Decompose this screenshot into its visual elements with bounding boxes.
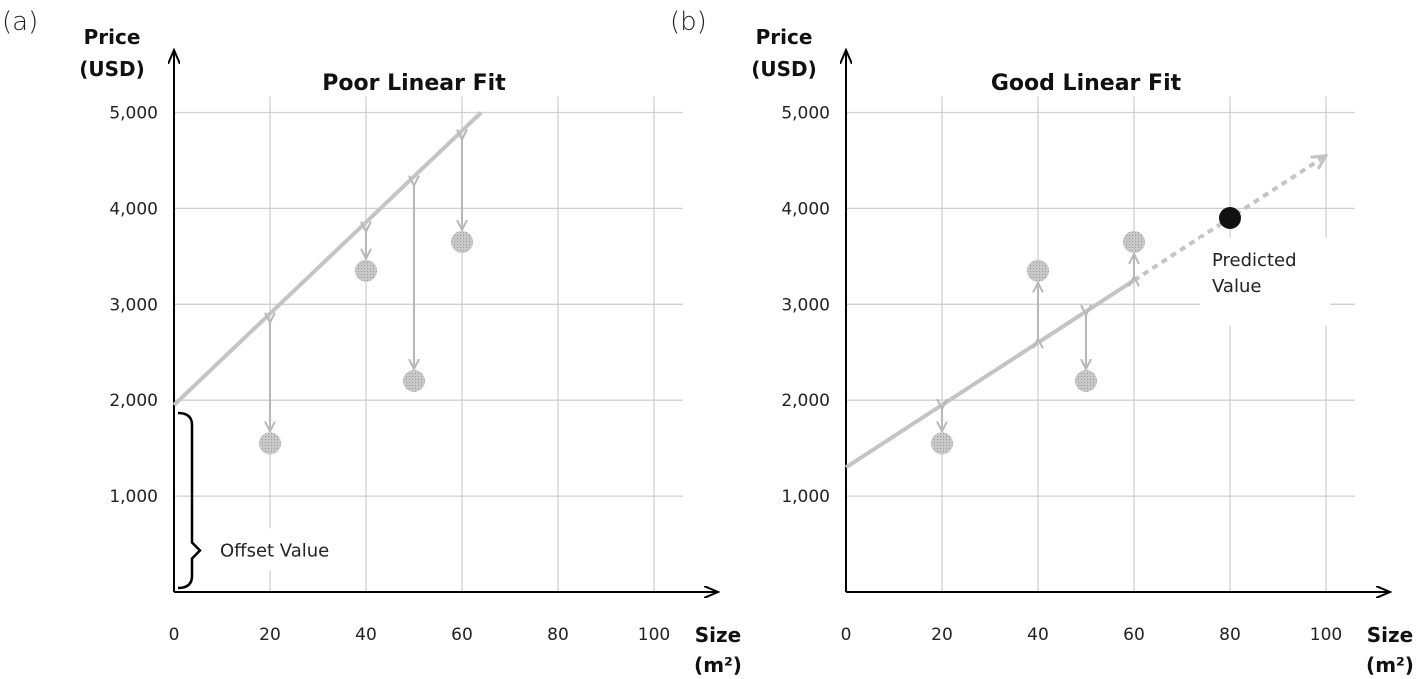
x-tick-label: 100 [638,625,670,645]
y-tick-label: 2,000 [781,391,830,411]
x-tick-label: 0 [841,625,852,645]
x-tick-label: 20 [259,625,281,645]
x-axis-title: Size [1367,623,1413,647]
y-tick-label: 5,000 [781,104,830,124]
x-tick-label: 60 [451,625,473,645]
x-tick-label: 40 [355,625,377,645]
y-axis-title: Price [756,25,813,49]
x-axis-title: Size [695,623,741,647]
y-axis-unit: (USD) [751,57,817,81]
predicted-label-line1: Predicted [1212,250,1297,271]
y-tick-label: 2,000 [109,391,158,411]
x-tick-label: 80 [547,625,569,645]
panel-label: (a) [2,7,38,37]
x-tick-label: 40 [1027,625,1049,645]
y-tick-label: 1,000 [109,487,158,507]
offset-label-bg [212,528,360,571]
chart-title: Poor Linear Fit [322,71,506,96]
data-point [931,432,953,455]
panel-label: (b) [670,7,707,37]
y-tick-label: 1,000 [781,487,830,507]
data-point [1123,230,1145,253]
data-point [403,370,425,393]
y-tick-label: 3,000 [109,295,158,315]
offset-brace [177,411,202,590]
y-tick-label: 4,000 [781,199,830,219]
x-tick-label: 0 [169,625,180,645]
x-tick-label: 20 [931,625,953,645]
x-axis-unit: (m²) [694,653,742,677]
predicted-label-line2: Value [1212,276,1261,297]
x-tick-label: 60 [1123,625,1145,645]
y-tick-label: 3,000 [781,295,830,315]
predicted-point [1219,206,1241,229]
x-tick-label: 100 [1310,625,1342,645]
data-point [355,259,377,282]
x-tick-label: 80 [1219,625,1241,645]
y-axis-unit: (USD) [79,57,145,81]
offset-value-label: Offset Value [220,540,329,561]
chart-title: Good Linear Fit [991,71,1182,96]
data-point [1075,370,1097,393]
panel-good-linear-fit: 0 20 40 60 80 100 1,000 2,000 3,000 4,000 5,000 (b)… [670,7,1414,677]
y-axis-title: Price [84,25,141,49]
data-point [451,230,473,253]
y-tick-label: 4,000 [109,199,158,219]
fit-line [172,111,483,407]
x-axis-unit: (m²) [1366,653,1414,677]
data-point [259,432,281,455]
y-tick-label: 5,000 [109,104,158,124]
data-point [1027,259,1049,282]
predicted-label-bg [1200,237,1330,326]
panel-poor-linear-fit: 0 20 40 60 80 100 1,000 2,000 3,000 4,000 5,000 (a)… [2,7,742,677]
